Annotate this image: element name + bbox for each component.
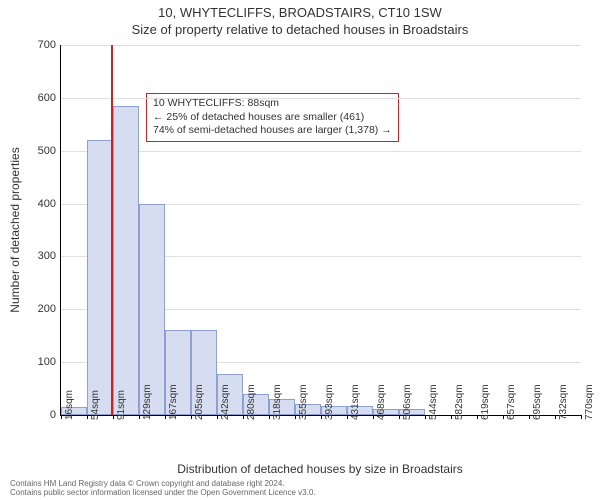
xtick-mark: [477, 415, 478, 419]
gridline: [61, 151, 581, 152]
gridline: [61, 98, 581, 99]
xtick-mark: [555, 415, 556, 419]
x-axis-label: Distribution of detached houses by size …: [60, 462, 580, 476]
footer: Contains HM Land Registry data © Crown c…: [10, 479, 316, 498]
plot-area: 10 WHYTECLIFFS: 88sqm ← 25% of detached …: [60, 45, 581, 416]
xtick-mark: [321, 415, 322, 419]
xtick-mark: [191, 415, 192, 419]
annotation-box: 10 WHYTECLIFFS: 88sqm ← 25% of detached …: [146, 93, 399, 142]
xtick-mark: [165, 415, 166, 419]
marker-line: [111, 45, 113, 415]
xtick-mark: [217, 415, 218, 419]
xtick-mark: [581, 415, 582, 419]
histogram-bar: [139, 204, 165, 415]
footer-line1: Contains HM Land Registry data © Crown c…: [10, 479, 316, 489]
xtick-mark: [399, 415, 400, 419]
xtick-mark: [425, 415, 426, 419]
xtick-mark: [503, 415, 504, 419]
xtick-mark: [61, 415, 62, 419]
xtick-mark: [243, 415, 244, 419]
chart-container: 10, WHYTECLIFFS, BROADSTAIRS, CT10 1SW S…: [0, 0, 600, 500]
chart-subtitle: Size of property relative to detached ho…: [0, 22, 600, 37]
ytick-label: 300: [16, 250, 56, 262]
ytick-label: 400: [16, 198, 56, 210]
y-axis-label: Number of detached properties: [8, 147, 22, 312]
ytick-label: 500: [16, 145, 56, 157]
xtick-mark: [139, 415, 140, 419]
xtick-mark: [113, 415, 114, 419]
ytick-label: 100: [16, 356, 56, 368]
histogram-bar: [113, 106, 139, 415]
xtick-mark: [87, 415, 88, 419]
xtick-mark: [451, 415, 452, 419]
ytick-label: 0: [16, 409, 56, 421]
chart-title-address: 10, WHYTECLIFFS, BROADSTAIRS, CT10 1SW: [0, 5, 600, 20]
xtick-mark: [529, 415, 530, 419]
gridline: [61, 45, 581, 46]
ytick-label: 600: [16, 92, 56, 104]
annotation-line1: 10 WHYTECLIFFS: 88sqm: [153, 97, 392, 111]
xtick-mark: [269, 415, 270, 419]
footer-line2: Contains public sector information licen…: [10, 488, 316, 498]
annotation-line3: 74% of semi-detached houses are larger (…: [153, 124, 392, 138]
xtick-mark: [373, 415, 374, 419]
xtick-mark: [347, 415, 348, 419]
annotation-line2: ← 25% of detached houses are smaller (46…: [153, 111, 392, 125]
ytick-label: 700: [16, 39, 56, 51]
xtick-mark: [295, 415, 296, 419]
ytick-label: 200: [16, 303, 56, 315]
histogram-bar: [87, 140, 113, 415]
